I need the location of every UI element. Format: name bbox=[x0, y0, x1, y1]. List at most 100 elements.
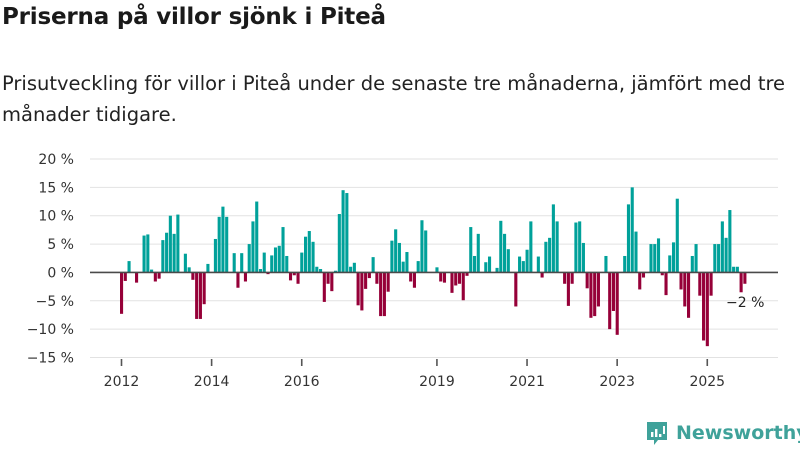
bar bbox=[161, 240, 165, 273]
bars bbox=[120, 187, 747, 347]
bar bbox=[273, 247, 278, 273]
bar bbox=[424, 230, 428, 273]
bar bbox=[360, 272, 364, 311]
bar bbox=[687, 272, 691, 318]
bar bbox=[664, 272, 668, 296]
y-tick-label: −15 % bbox=[27, 351, 74, 367]
bar bbox=[626, 204, 631, 273]
bar bbox=[270, 255, 274, 273]
bar-chart-speech-bubble-icon bbox=[647, 422, 667, 445]
bar bbox=[611, 272, 615, 311]
chart-subtitle: Prisutveckling för villor i Piteå under … bbox=[2, 72, 786, 126]
bar bbox=[732, 266, 736, 273]
bar bbox=[709, 272, 713, 296]
chart-title: Priserna på villor sjönk i Piteå bbox=[2, 4, 386, 30]
bar bbox=[563, 272, 567, 284]
bar bbox=[281, 227, 285, 273]
bar bbox=[232, 253, 236, 273]
bar bbox=[405, 252, 409, 273]
bar bbox=[341, 190, 345, 273]
annotations: −2 % bbox=[726, 295, 764, 311]
bar bbox=[739, 272, 743, 293]
bar bbox=[123, 272, 127, 281]
bar bbox=[345, 193, 349, 273]
y-tick-label: 10 % bbox=[38, 209, 74, 225]
x-tick-label: 2016 bbox=[284, 374, 320, 390]
bar bbox=[574, 222, 578, 273]
bar bbox=[315, 266, 319, 273]
bar bbox=[525, 249, 529, 273]
y-tick-label: −5 % bbox=[36, 294, 74, 310]
bar bbox=[187, 267, 191, 273]
bar bbox=[296, 272, 300, 284]
bar bbox=[198, 272, 202, 319]
bar bbox=[311, 241, 315, 273]
bar bbox=[397, 242, 401, 273]
bar bbox=[653, 244, 657, 273]
bar bbox=[375, 272, 379, 284]
bar bbox=[495, 267, 499, 273]
bar bbox=[675, 198, 679, 273]
bar bbox=[536, 256, 540, 273]
bar bbox=[225, 216, 229, 273]
bar bbox=[330, 272, 334, 292]
bar bbox=[258, 269, 263, 273]
bar bbox=[300, 252, 304, 273]
bar bbox=[356, 272, 360, 306]
bar bbox=[623, 255, 627, 273]
x-tick-label: 2012 bbox=[104, 374, 140, 390]
bar bbox=[213, 238, 217, 273]
bar bbox=[566, 272, 570, 306]
bar bbox=[596, 272, 600, 307]
bar bbox=[288, 272, 293, 281]
bar bbox=[529, 221, 533, 273]
bar bbox=[638, 272, 642, 290]
bar bbox=[176, 214, 180, 273]
bar bbox=[641, 272, 646, 278]
bar bbox=[506, 249, 510, 273]
bar bbox=[581, 242, 585, 273]
bar bbox=[578, 221, 582, 273]
bar bbox=[630, 187, 634, 273]
x-tick-label: 2019 bbox=[419, 374, 455, 390]
bar bbox=[191, 272, 195, 280]
bar bbox=[668, 255, 672, 273]
bar bbox=[713, 244, 717, 273]
x-axis: 2012 2014 2016 2019 2021 2023 2025 bbox=[104, 359, 725, 390]
bar bbox=[243, 272, 248, 282]
bar bbox=[589, 272, 593, 318]
bar bbox=[679, 272, 683, 290]
bar bbox=[585, 272, 589, 289]
bar bbox=[521, 261, 525, 273]
bar bbox=[457, 272, 462, 284]
bar bbox=[698, 272, 702, 296]
bar bbox=[548, 237, 552, 273]
bar bbox=[615, 272, 619, 335]
bar bbox=[386, 272, 390, 292]
bar bbox=[484, 262, 488, 273]
bar bbox=[165, 232, 169, 273]
bar bbox=[435, 267, 439, 273]
bar bbox=[206, 263, 210, 273]
bar bbox=[285, 255, 289, 273]
y-tick-label: 15 % bbox=[38, 180, 74, 196]
bar bbox=[514, 272, 518, 307]
bar bbox=[334, 270, 338, 273]
bar bbox=[390, 240, 394, 273]
bar bbox=[142, 235, 146, 273]
bar bbox=[277, 245, 281, 273]
bar bbox=[649, 244, 653, 273]
x-tick-label: 2021 bbox=[509, 374, 545, 390]
bar bbox=[604, 255, 608, 273]
bar bbox=[150, 269, 154, 273]
bar bbox=[146, 234, 150, 273]
bar bbox=[307, 231, 311, 273]
bar bbox=[724, 237, 728, 273]
bar bbox=[236, 272, 240, 288]
bar bbox=[735, 266, 739, 273]
bar bbox=[717, 244, 721, 273]
bar bbox=[394, 229, 398, 273]
bar bbox=[469, 227, 473, 273]
bar bbox=[450, 272, 454, 293]
